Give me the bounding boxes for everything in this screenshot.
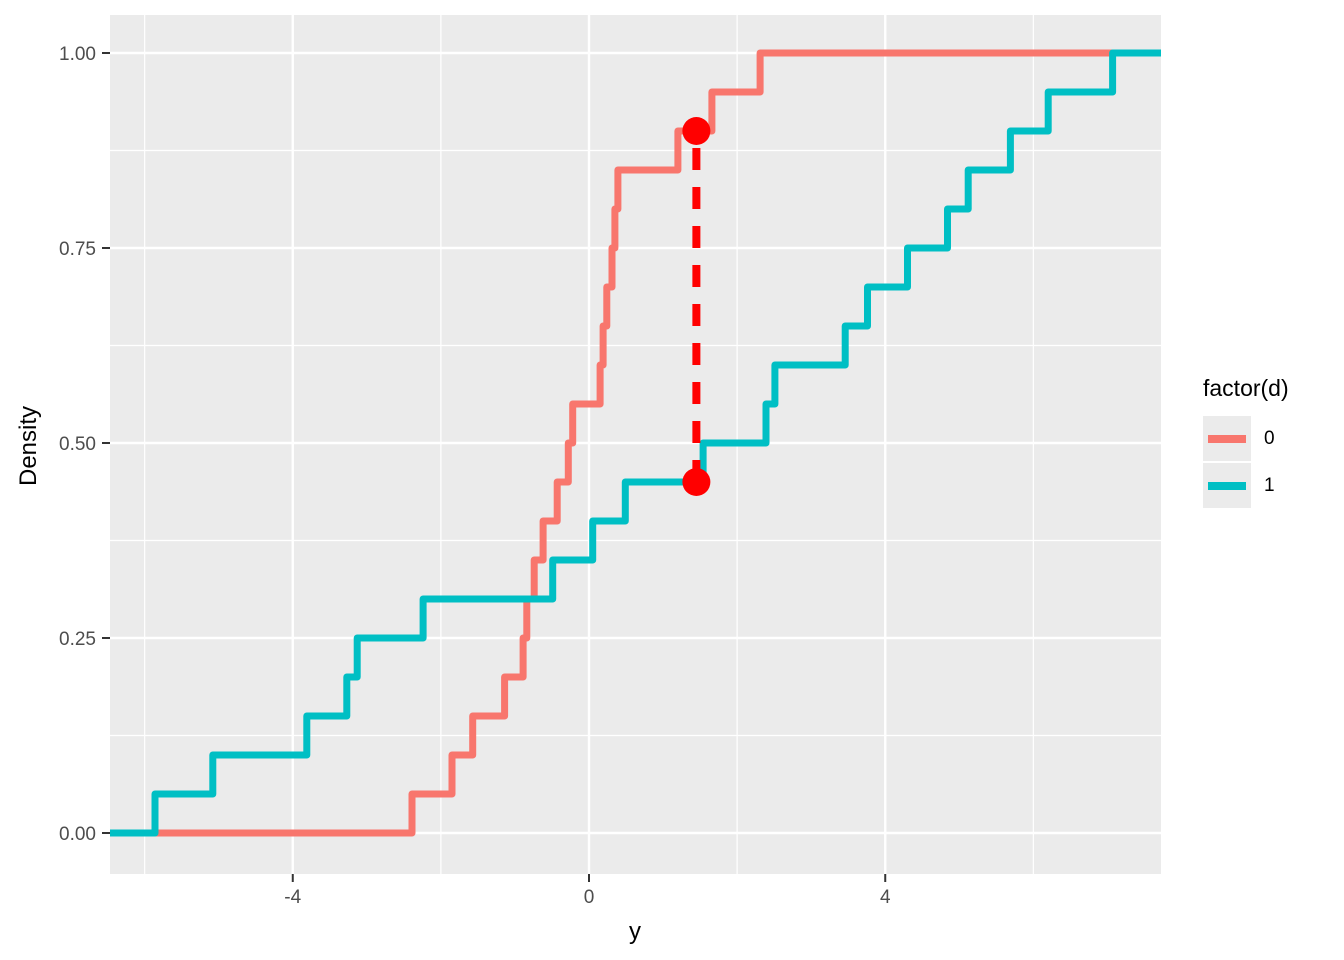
legend-entry-1: 1	[1203, 463, 1275, 508]
y-axis-title: Density	[15, 405, 42, 487]
ecdf-step-line-series-1	[110, 49, 1161, 837]
x-tick-label: 0	[584, 887, 595, 908]
series-0-swatch-icon	[1208, 434, 1246, 443]
series-1-swatch-icon	[1208, 481, 1246, 490]
legend-entry-0: 0	[1203, 416, 1275, 461]
ecdf-step-line-series-0	[110, 49, 1161, 837]
x-tick-label: 4	[880, 887, 891, 908]
legend-key-box	[1203, 416, 1251, 461]
legend-title: factor(d)	[1203, 375, 1289, 401]
annotation-point	[682, 468, 711, 496]
y-tick-label: 0.75	[59, 239, 96, 260]
legend-label-1: 1	[1264, 474, 1275, 496]
y-tick-label: 0.00	[59, 824, 96, 845]
legend-key-box	[1203, 463, 1251, 508]
y-tick-label: 1.00	[59, 44, 96, 65]
x-tick-label: -4	[284, 887, 301, 908]
x-axis-title: y	[629, 918, 641, 945]
y-tick-label: 0.25	[59, 629, 96, 650]
panel-background	[110, 15, 1161, 874]
annotation-point	[682, 117, 711, 145]
y-tick-label: 0.50	[59, 434, 96, 455]
legend: factor(d) 0 1	[1203, 375, 1289, 508]
legend-label-0: 0	[1264, 427, 1275, 449]
